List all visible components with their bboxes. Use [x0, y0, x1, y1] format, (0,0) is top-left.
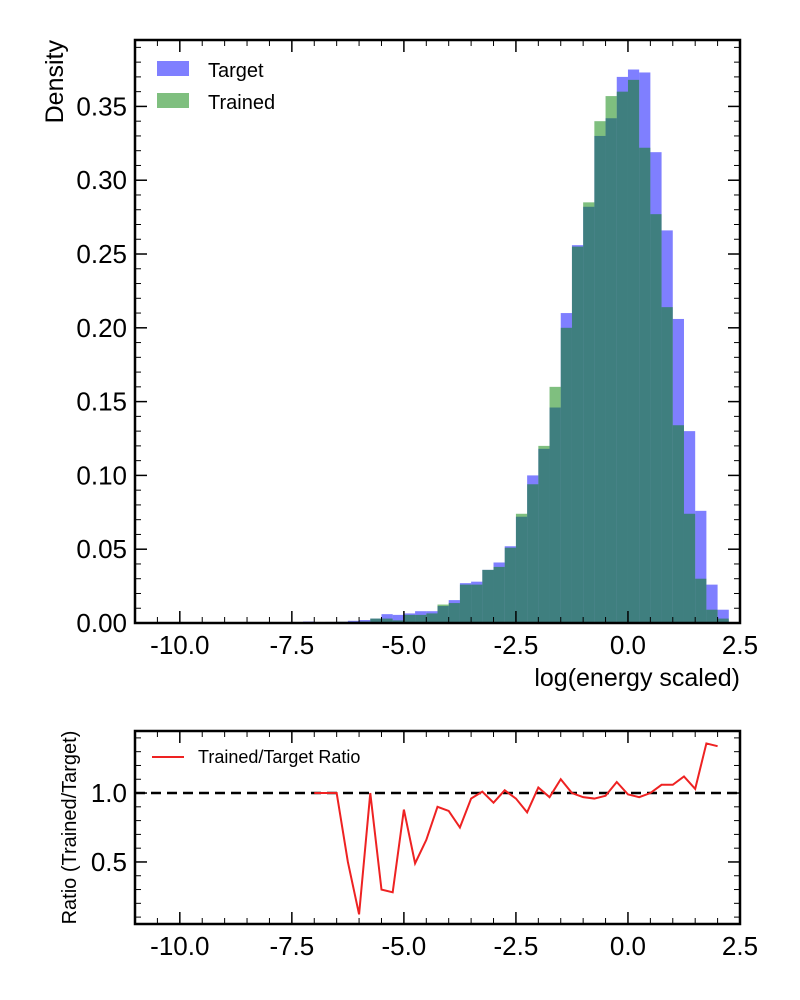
- histogram-bar-trained: [471, 584, 483, 623]
- histogram-bar-trained: [415, 614, 427, 623]
- histogram-bar-trained: [706, 609, 718, 623]
- legend-label-ratio: Trained/Target Ratio: [198, 747, 360, 767]
- histogram-bar-trained: [482, 569, 494, 623]
- y-tick-label: 0.20: [76, 313, 127, 343]
- histogram-bar-trained: [381, 618, 393, 623]
- ratio-x-tick-labels: -10.0 -7.5 -5.0 -2.5 0.0 2.5: [150, 931, 758, 961]
- legend-label-trained: Trained: [208, 92, 275, 114]
- histogram-bar-trained: [594, 121, 606, 623]
- histogram-bar-target: [695, 510, 707, 623]
- histogram-bar-trained: [504, 547, 516, 623]
- histogram-y-tick-labels: 0.00 0.05 0.10 0.15 0.20 0.25 0.30 0.35: [76, 91, 127, 638]
- legend-swatch-trained: [157, 93, 189, 108]
- x-tick-label: 0.0: [610, 630, 646, 660]
- histogram-bar-trained: [493, 566, 505, 623]
- histogram-bar-trained: [650, 214, 662, 623]
- histogram-bar-trained: [515, 513, 528, 623]
- y-tick-label: 0.10: [76, 460, 127, 490]
- histogram-bar-trained: [527, 484, 539, 623]
- histogram-bar-trained: [571, 246, 584, 623]
- histogram-bar-trained: [437, 604, 449, 623]
- x-tick-label: -2.5: [494, 931, 539, 961]
- x-tick-label: -10.0: [150, 931, 209, 961]
- histogram-plot-frame: [133, 38, 742, 625]
- histogram-bar-trained: [683, 513, 696, 623]
- histogram-bar-trained: [403, 614, 416, 623]
- y-tick-label: 0.5: [91, 847, 127, 877]
- histogram-panel: -10.0 -7.5 -5.0 -2.5 0.0 2.5 0.00 0.05 0.10 0.15…: [41, 38, 758, 692]
- ratio-series-line: [314, 742, 718, 915]
- histogram-bar-trained: [448, 603, 460, 623]
- histogram-y-axis-label: Density: [41, 40, 69, 124]
- ratio-y-axis-label: Ratio (Trained/Target): [59, 731, 81, 925]
- histogram-bar-target: [717, 609, 729, 623]
- y-tick-label: 0.25: [76, 239, 127, 269]
- x-tick-label: -5.0: [381, 630, 426, 660]
- histogram-bar-trained: [583, 202, 595, 623]
- y-tick-label: 0.00: [76, 608, 127, 638]
- x-tick-label: -10.0: [150, 630, 209, 660]
- x-tick-label: -7.5: [269, 630, 314, 660]
- histogram-bar-trained: [370, 618, 382, 623]
- ratio-panel: -10.0 -7.5 -5.0 -2.5 0.0 2.5 0.5 1.0 Ratio (Tr…: [59, 729, 758, 961]
- histogram-bar-trained: [627, 79, 640, 623]
- histogram-bar-trained: [560, 327, 572, 623]
- ratio-legend: Trained/Target Ratio: [152, 747, 360, 767]
- y-tick-label: 1.0: [91, 778, 127, 808]
- histogram-bar-trained: [639, 147, 651, 623]
- ratio-plot-frame: [133, 729, 742, 926]
- histogram-bar-trained: [549, 386, 561, 623]
- legend-label-target: Target: [208, 60, 264, 82]
- histogram-bar-trained: [459, 584, 472, 623]
- y-tick-label: 0.30: [76, 165, 127, 195]
- histogram-x-tick-labels: -10.0 -7.5 -5.0 -2.5 0.0 2.5: [150, 630, 758, 660]
- x-tick-label: 2.5: [722, 630, 758, 660]
- legend-swatch-target: [157, 61, 189, 76]
- x-tick-label: 0.0: [610, 931, 646, 961]
- histogram-legend: Target Trained: [157, 60, 275, 114]
- histogram-bar-trained: [717, 618, 729, 623]
- ratio-y-tick-labels: 0.5 1.0: [91, 778, 127, 877]
- y-tick-label: 0.05: [76, 534, 127, 564]
- histogram-bar-target: [392, 614, 404, 623]
- histogram-bar-trained: [538, 445, 550, 623]
- histogram-bar-target: [706, 584, 718, 623]
- histogram-bar-trained: [605, 96, 617, 624]
- histogram-bar-trained: [616, 91, 628, 624]
- x-tick-label: -2.5: [494, 630, 539, 660]
- histogram-bar-trained: [392, 620, 404, 623]
- x-tick-label: 2.5: [722, 931, 758, 961]
- histogram-x-axis-label: log(energy scaled): [534, 664, 740, 692]
- y-tick-label: 0.35: [76, 91, 127, 121]
- histogram-bar-trained: [695, 578, 707, 623]
- histogram-bar-trained: [426, 613, 438, 623]
- histogram-bar-trained: [661, 307, 673, 623]
- x-tick-label: -5.0: [381, 931, 426, 961]
- trained-bars: [291, 79, 729, 624]
- x-tick-label: -7.5: [269, 931, 314, 961]
- y-tick-label: 0.15: [76, 387, 127, 417]
- histogram-bar-trained: [672, 425, 684, 623]
